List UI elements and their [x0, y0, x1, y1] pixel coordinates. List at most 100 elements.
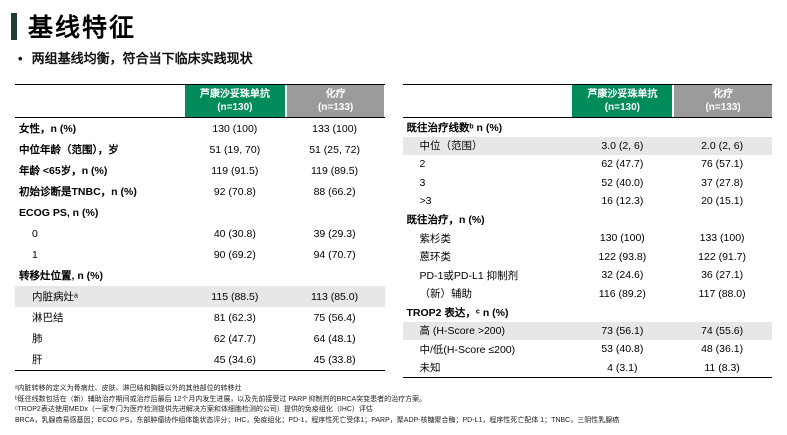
title-accent-bar — [11, 13, 17, 40]
row-value: 45 (34.6) — [213, 353, 256, 366]
row-label: 3 — [419, 176, 426, 189]
row-label: 2 — [419, 158, 426, 171]
footnote-prior-lines: ᵇ既往线数包括在（新）辅助治疗期间或治疗后最后 12个月内发生进展，以及先前接受… — [15, 395, 427, 403]
row-label: 既往治疗，n (%) — [406, 214, 485, 227]
row-label: 1 — [32, 248, 38, 261]
table-row: 年龄 <65岁，n (%) 119 (91.5) 119 (89.5) — [15, 160, 385, 181]
row-value: 39 (29.3) — [313, 227, 356, 240]
row-label: 年龄 <65岁，n (%) — [19, 165, 108, 177]
header-chemo-name: 化疗 — [325, 89, 346, 100]
header-drug-name: 芦康沙妥珠单抗 — [587, 89, 658, 100]
row-value: 32 (24.6) — [601, 269, 644, 282]
row-value: 122 (93.8) — [598, 250, 647, 263]
table-header: 芦康沙妥珠单抗 (n=130) 化疗 (n=133) — [15, 85, 385, 118]
header-drug-name: 芦康沙妥珠单抗 — [199, 89, 270, 100]
row-value: 20 (15.1) — [701, 195, 744, 208]
table-row: PD-1或PD-L1 抑制剂 32 (24.6) 36 (27.1) — [403, 266, 773, 285]
row-label: 女性，n (%) — [19, 123, 77, 135]
row-value: 37 (27.8) — [701, 176, 744, 189]
row-label: 淋巴结 — [32, 312, 64, 324]
table-row: 转移灶位置, n (%) — [15, 265, 385, 286]
row-label: 内脏病灶ᵃ — [32, 291, 78, 303]
row-value: 48 (36.1) — [701, 343, 744, 356]
table-row: 1 90 (69.2) 94 (70.7) — [15, 244, 385, 265]
table-row: >3 16 (12.3) 20 (15.1) — [403, 192, 773, 211]
table-row: 0 40 (30.8) 39 (29.3) — [15, 223, 385, 244]
row-label: 初始诊断是TNBC，n (%) — [19, 186, 137, 198]
row-value: 3.0 (2, 6) — [601, 139, 644, 152]
table-row: 既往治疗，n (%) — [403, 211, 773, 230]
table-row: 淋巴结 81 (62.3) 75 (56.4) — [15, 307, 385, 328]
row-value: 130 (100) — [599, 232, 645, 245]
header-spacer — [15, 85, 185, 117]
row-value: 51 (19, 70) — [209, 143, 261, 156]
table-row: 紫杉类 130 (100) 133 (100) — [403, 229, 773, 248]
tables-container: 芦康沙妥珠单抗 (n=130) 化疗 (n=133) 女性，n (%) 130 (… — [15, 84, 772, 378]
header-chemo-name: 化疗 — [713, 89, 734, 100]
header-col-chemo: 化疗 (n=133) — [284, 85, 385, 117]
table-row: 初始诊断是TNBC，n (%) 92 (70.8) 88 (66.2) — [15, 181, 385, 202]
row-label: 转移灶位置, n (%) — [19, 270, 103, 282]
row-value: 119 (91.5) — [211, 164, 259, 177]
row-label: 0 — [32, 227, 38, 240]
header-col-drug: 芦康沙妥珠单抗 (n=130) — [572, 85, 673, 117]
row-value: 62 (47.7) — [601, 158, 644, 171]
row-label: （新）辅助 — [419, 288, 473, 301]
row-value: 92 (70.8) — [213, 185, 256, 198]
page-title: 基线特征 — [28, 14, 137, 42]
row-label: 未知 — [419, 362, 441, 375]
header-chemo-n: (n=133) — [705, 102, 741, 113]
header-drug-n: (n=130) — [217, 102, 253, 113]
table-row: 既往治疗线数ᵇ n (%) — [403, 118, 773, 137]
row-value: 4 (3.1) — [607, 361, 638, 374]
row-value: 45 (33.8) — [313, 353, 356, 366]
table-row: 蒽环类 122 (93.8) 122 (91.7) — [403, 248, 773, 267]
row-label: 既往治疗线数ᵇ n (%) — [406, 121, 503, 134]
table-row: 肝 45 (34.6) 45 (33.8) — [15, 349, 385, 370]
row-label: 蒽环类 — [419, 251, 452, 264]
row-label: ECOG PS, n (%) — [19, 206, 99, 219]
row-value: 64 (48.1) — [313, 332, 356, 345]
table-row: 高 (H-Score >200) 73 (56.1) 74 (55.6) — [402, 321, 772, 340]
row-value: 119 (89.5) — [311, 164, 359, 177]
footnotes: ᵃ内脏转移的定义为骨病灶、皮肤、淋巴结和胸膜以外的其他部位的转移灶 ᵇ既往线数包… — [15, 384, 777, 426]
row-value: 52 (40.0) — [601, 176, 644, 189]
table-row: 肺 62 (47.7) 64 (48.1) — [15, 328, 385, 349]
row-label: 中/低(H-Score ≤200) — [419, 343, 516, 356]
row-value: 81 (62.3) — [213, 311, 256, 324]
row-value: 122 (91.7) — [698, 250, 747, 263]
header-drug-n: (n=130) — [604, 102, 640, 113]
table-row: 2 62 (47.7) 76 (57.1) — [403, 155, 773, 174]
header-col-chemo: 化疗 (n=133) — [672, 85, 772, 117]
row-value: 116 (89.2) — [598, 287, 646, 300]
row-label: 肺 — [32, 333, 43, 345]
row-value: 40 (30.8) — [213, 227, 256, 240]
row-value: 130 (100) — [212, 122, 258, 135]
table-row: 女性，n (%) 130 (100) 133 (100) — [15, 118, 385, 139]
row-value: 117 (88.0) — [698, 287, 746, 300]
table-row: （新）辅助 116 (89.2) 117 (88.0) — [403, 285, 773, 304]
row-value: 133 (100) — [312, 122, 358, 135]
bullet-marker: • — [18, 51, 23, 66]
row-value: 2.0 (2, 6) — [701, 139, 744, 152]
table-row: 中位年龄（范围），岁 51 (19, 70) 51 (25, 72) — [15, 139, 385, 160]
row-value: 16 (12.3) — [601, 195, 644, 208]
table-body: 女性，n (%) 130 (100) 133 (100) 中位年龄（范围），岁 51 (… — [15, 118, 385, 370]
row-label: 紫杉类 — [419, 232, 452, 245]
row-value: 36 (27.1) — [701, 269, 744, 282]
baseline-table-left: 芦康沙妥珠单抗 (n=130) 化疗 (n=133) 女性，n (%) 130 (… — [15, 84, 385, 371]
table-row: 未知 4 (3.1) 11 (8.3) — [403, 359, 773, 378]
bullet-point: • 两组基线均衡，符合当下临床实践现状 — [18, 48, 253, 67]
row-value: 11 (8.3) — [704, 361, 740, 374]
row-value: 113 (85.0) — [311, 290, 359, 303]
footnote-trop2: ᶜTROP2表达使用MEDx（一家专门为医疗检测提供先进解决方案和体细胞检测的公… — [15, 406, 373, 413]
row-value: 73 (56.1) — [601, 324, 644, 337]
row-label: 高 (H-Score >200) — [419, 325, 506, 338]
table-row: 内脏病灶ᵃ 115 (88.5) 113 (85.0) — [15, 286, 385, 307]
row-value: 51 (25, 72) — [309, 143, 360, 156]
row-value: 115 (88.5) — [211, 290, 259, 303]
row-value: 88 (66.2) — [313, 185, 356, 198]
table-row: ECOG PS, n (%) — [15, 202, 385, 223]
table-row: TROP2 表达，ᶜ n (%) — [403, 303, 773, 322]
header-spacer — [403, 85, 573, 117]
